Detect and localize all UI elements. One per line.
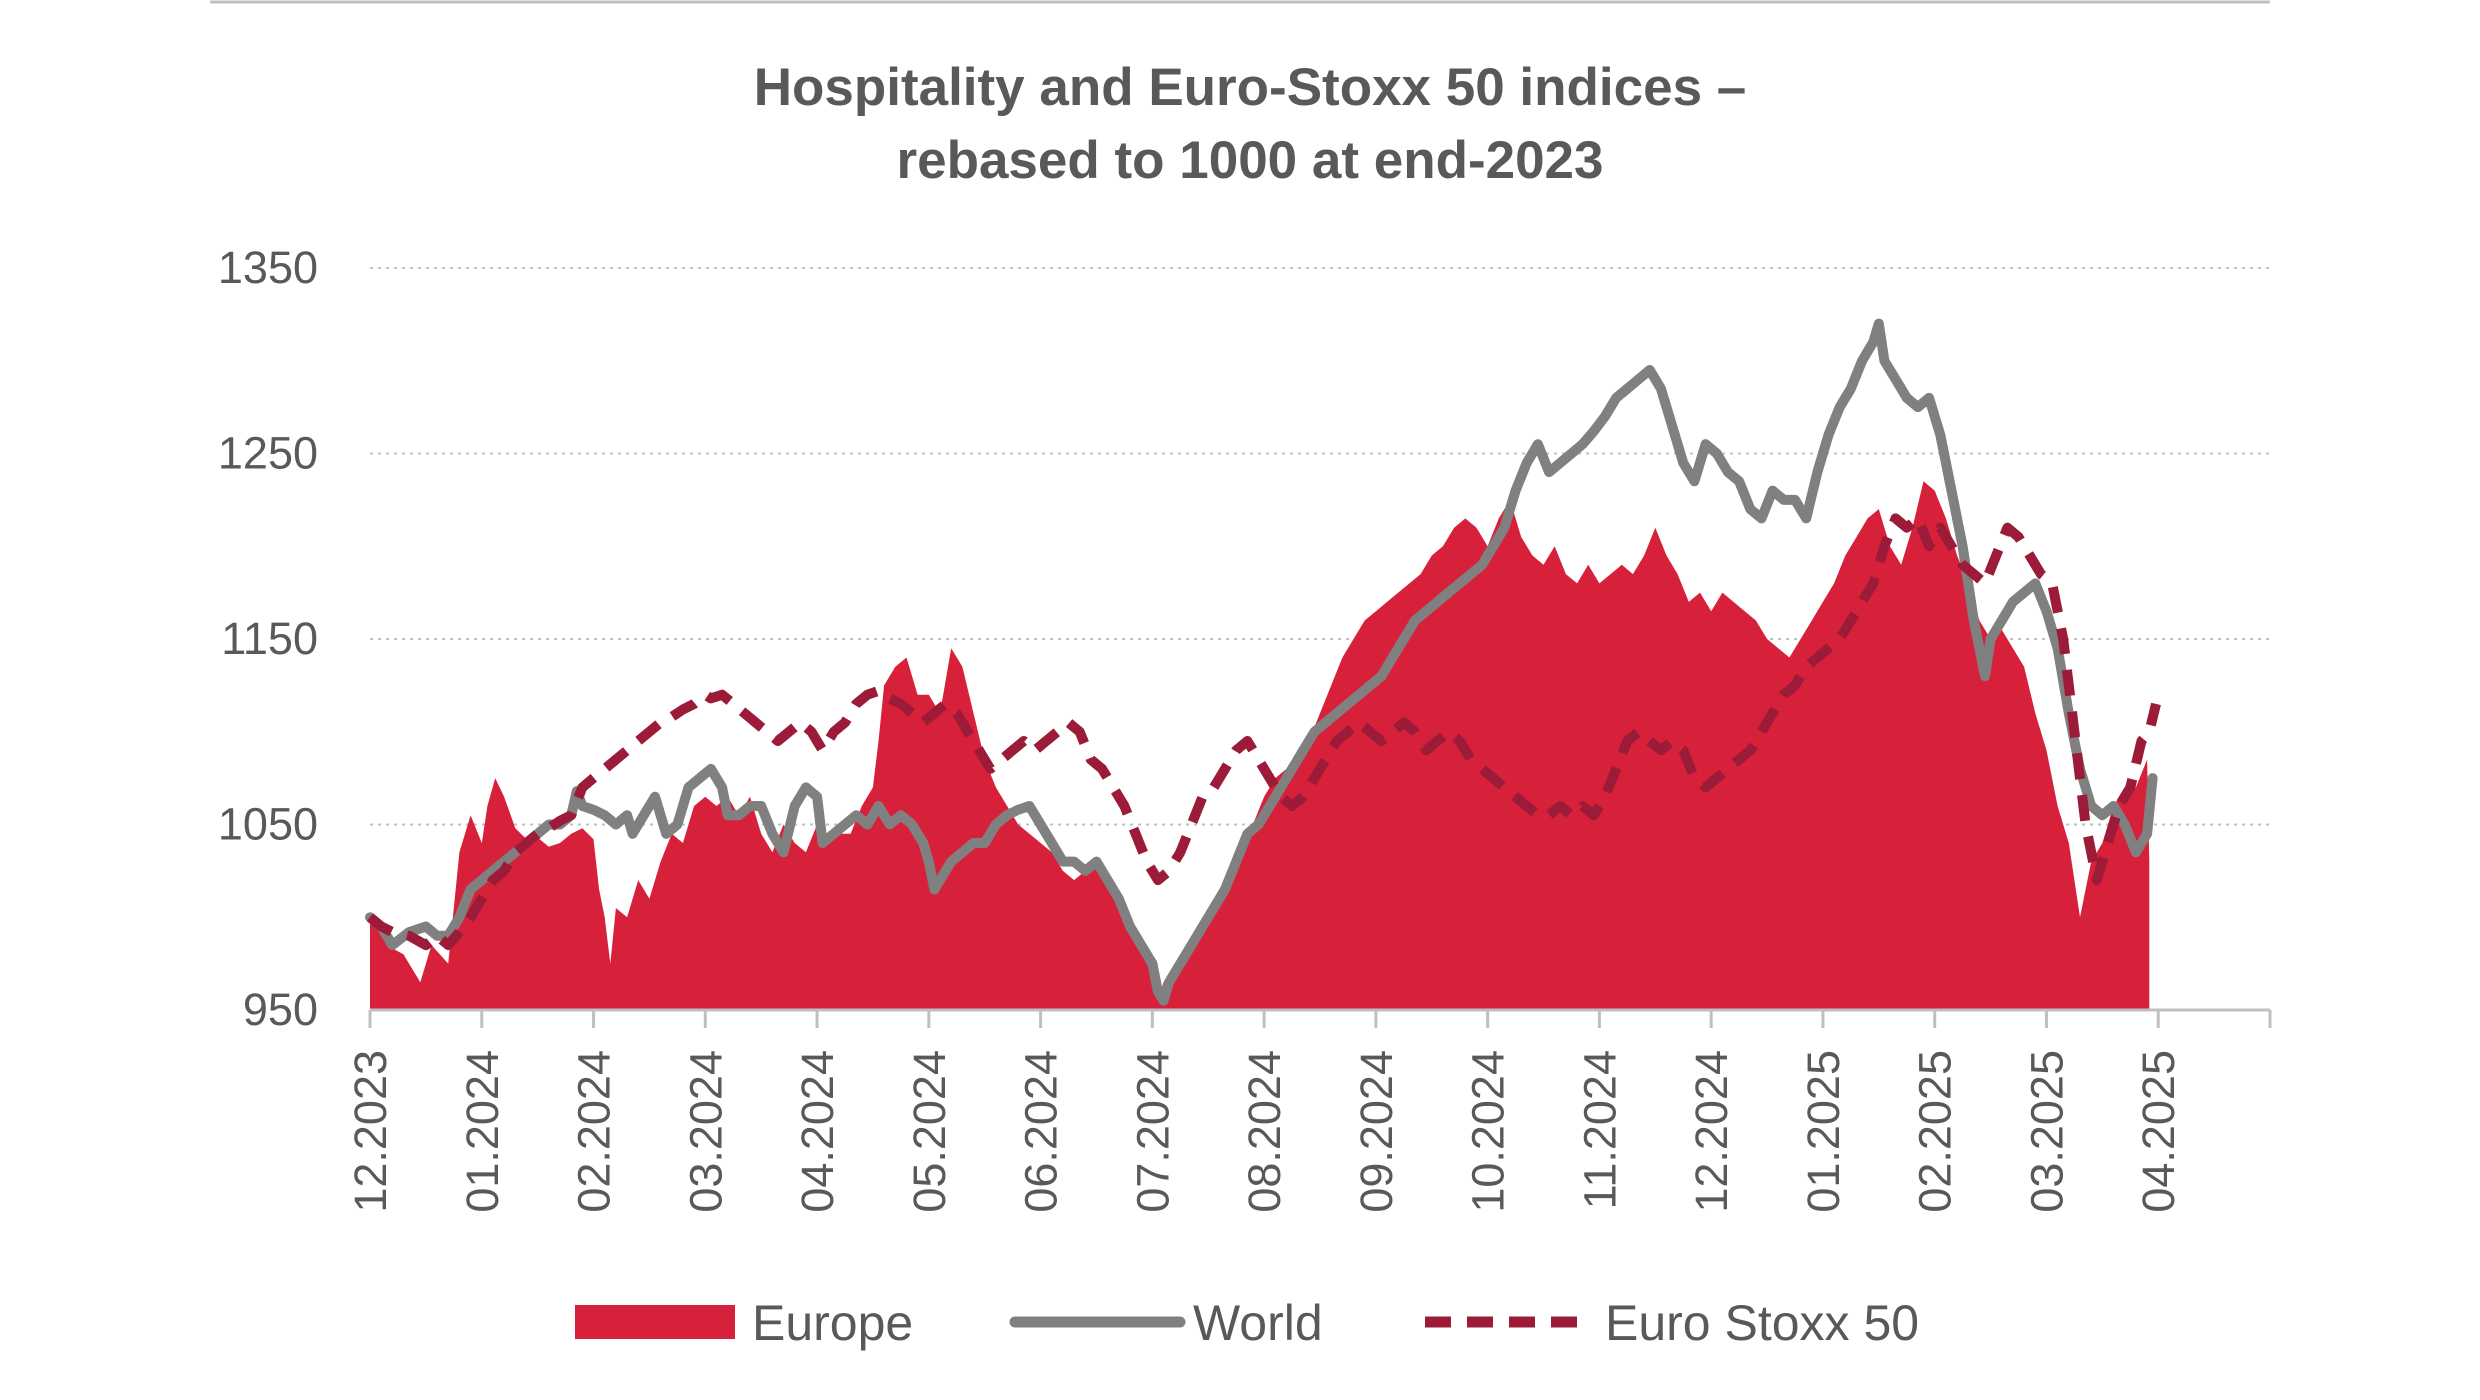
x-axis (368, 1008, 2272, 1028)
x-tick-label-03.2024: 03.2024 (680, 1050, 731, 1213)
plot-area (365, 318, 2161, 1010)
y-tick-label-1250: 1250 (218, 428, 318, 479)
x-tick-label-12.2023: 12.2023 (345, 1050, 396, 1213)
x-tick-label-07.2024: 07.2024 (1127, 1050, 1178, 1213)
x-tick-label-01.2025: 01.2025 (1798, 1050, 1849, 1213)
y-tick-label-950: 950 (243, 984, 318, 1035)
x-tick-label-09.2024: 09.2024 (1351, 1050, 1402, 1213)
x-tick-label-06.2024: 06.2024 (1016, 1050, 1067, 1213)
x-tick-label-04.2025: 04.2025 (2133, 1050, 2184, 1213)
y-tick-label-1350: 1350 (218, 242, 318, 293)
y-tick-label-1050: 1050 (218, 799, 318, 850)
x-tick-label-02.2025: 02.2025 (1910, 1050, 1961, 1213)
legend: Europe World Euro Stoxx 50 (575, 1295, 1919, 1351)
x-tick-label-11.2024: 11.2024 (1574, 1050, 1625, 1209)
chart-title-line-1: Hospitality and Euro-Stoxx 50 indices – (754, 58, 1747, 117)
series-euro-stoxx-50-line (366, 513, 2161, 951)
legend-europe-swatch (575, 1305, 735, 1339)
chart-title-line-2: rebased to 1000 at end-2023 (896, 131, 1603, 190)
legend-euro-stoxx-50-label: Euro Stoxx 50 (1605, 1295, 1919, 1351)
series-europe-area (370, 481, 2150, 1010)
x-tick-label-01.2024: 01.2024 (457, 1050, 508, 1213)
x-tick-label-10.2024: 10.2024 (1463, 1050, 1514, 1213)
series-world-line (365, 318, 2158, 1006)
legend-europe-label: Europe (752, 1295, 913, 1351)
x-tick-label-03.2025: 03.2025 (2021, 1050, 2072, 1213)
x-tick-label-12.2024: 12.2024 (1686, 1050, 1737, 1213)
legend-world-label: World (1193, 1295, 1323, 1351)
x-tick-label-08.2024: 08.2024 (1239, 1050, 1290, 1213)
y-tick-label-1150: 1150 (221, 613, 318, 664)
x-tick-label-04.2024: 04.2024 (792, 1050, 843, 1213)
x-tick-label-02.2024: 02.2024 (569, 1050, 620, 1213)
x-tick-label-05.2024: 05.2024 (904, 1050, 955, 1213)
x-axis-tick-labels: 12.2023 01.2024 02.2024 03.2024 04.2024 05.20… (345, 1050, 2184, 1213)
y-axis-tick-labels: 950 1050 1150 1250 1350 (218, 242, 318, 1035)
